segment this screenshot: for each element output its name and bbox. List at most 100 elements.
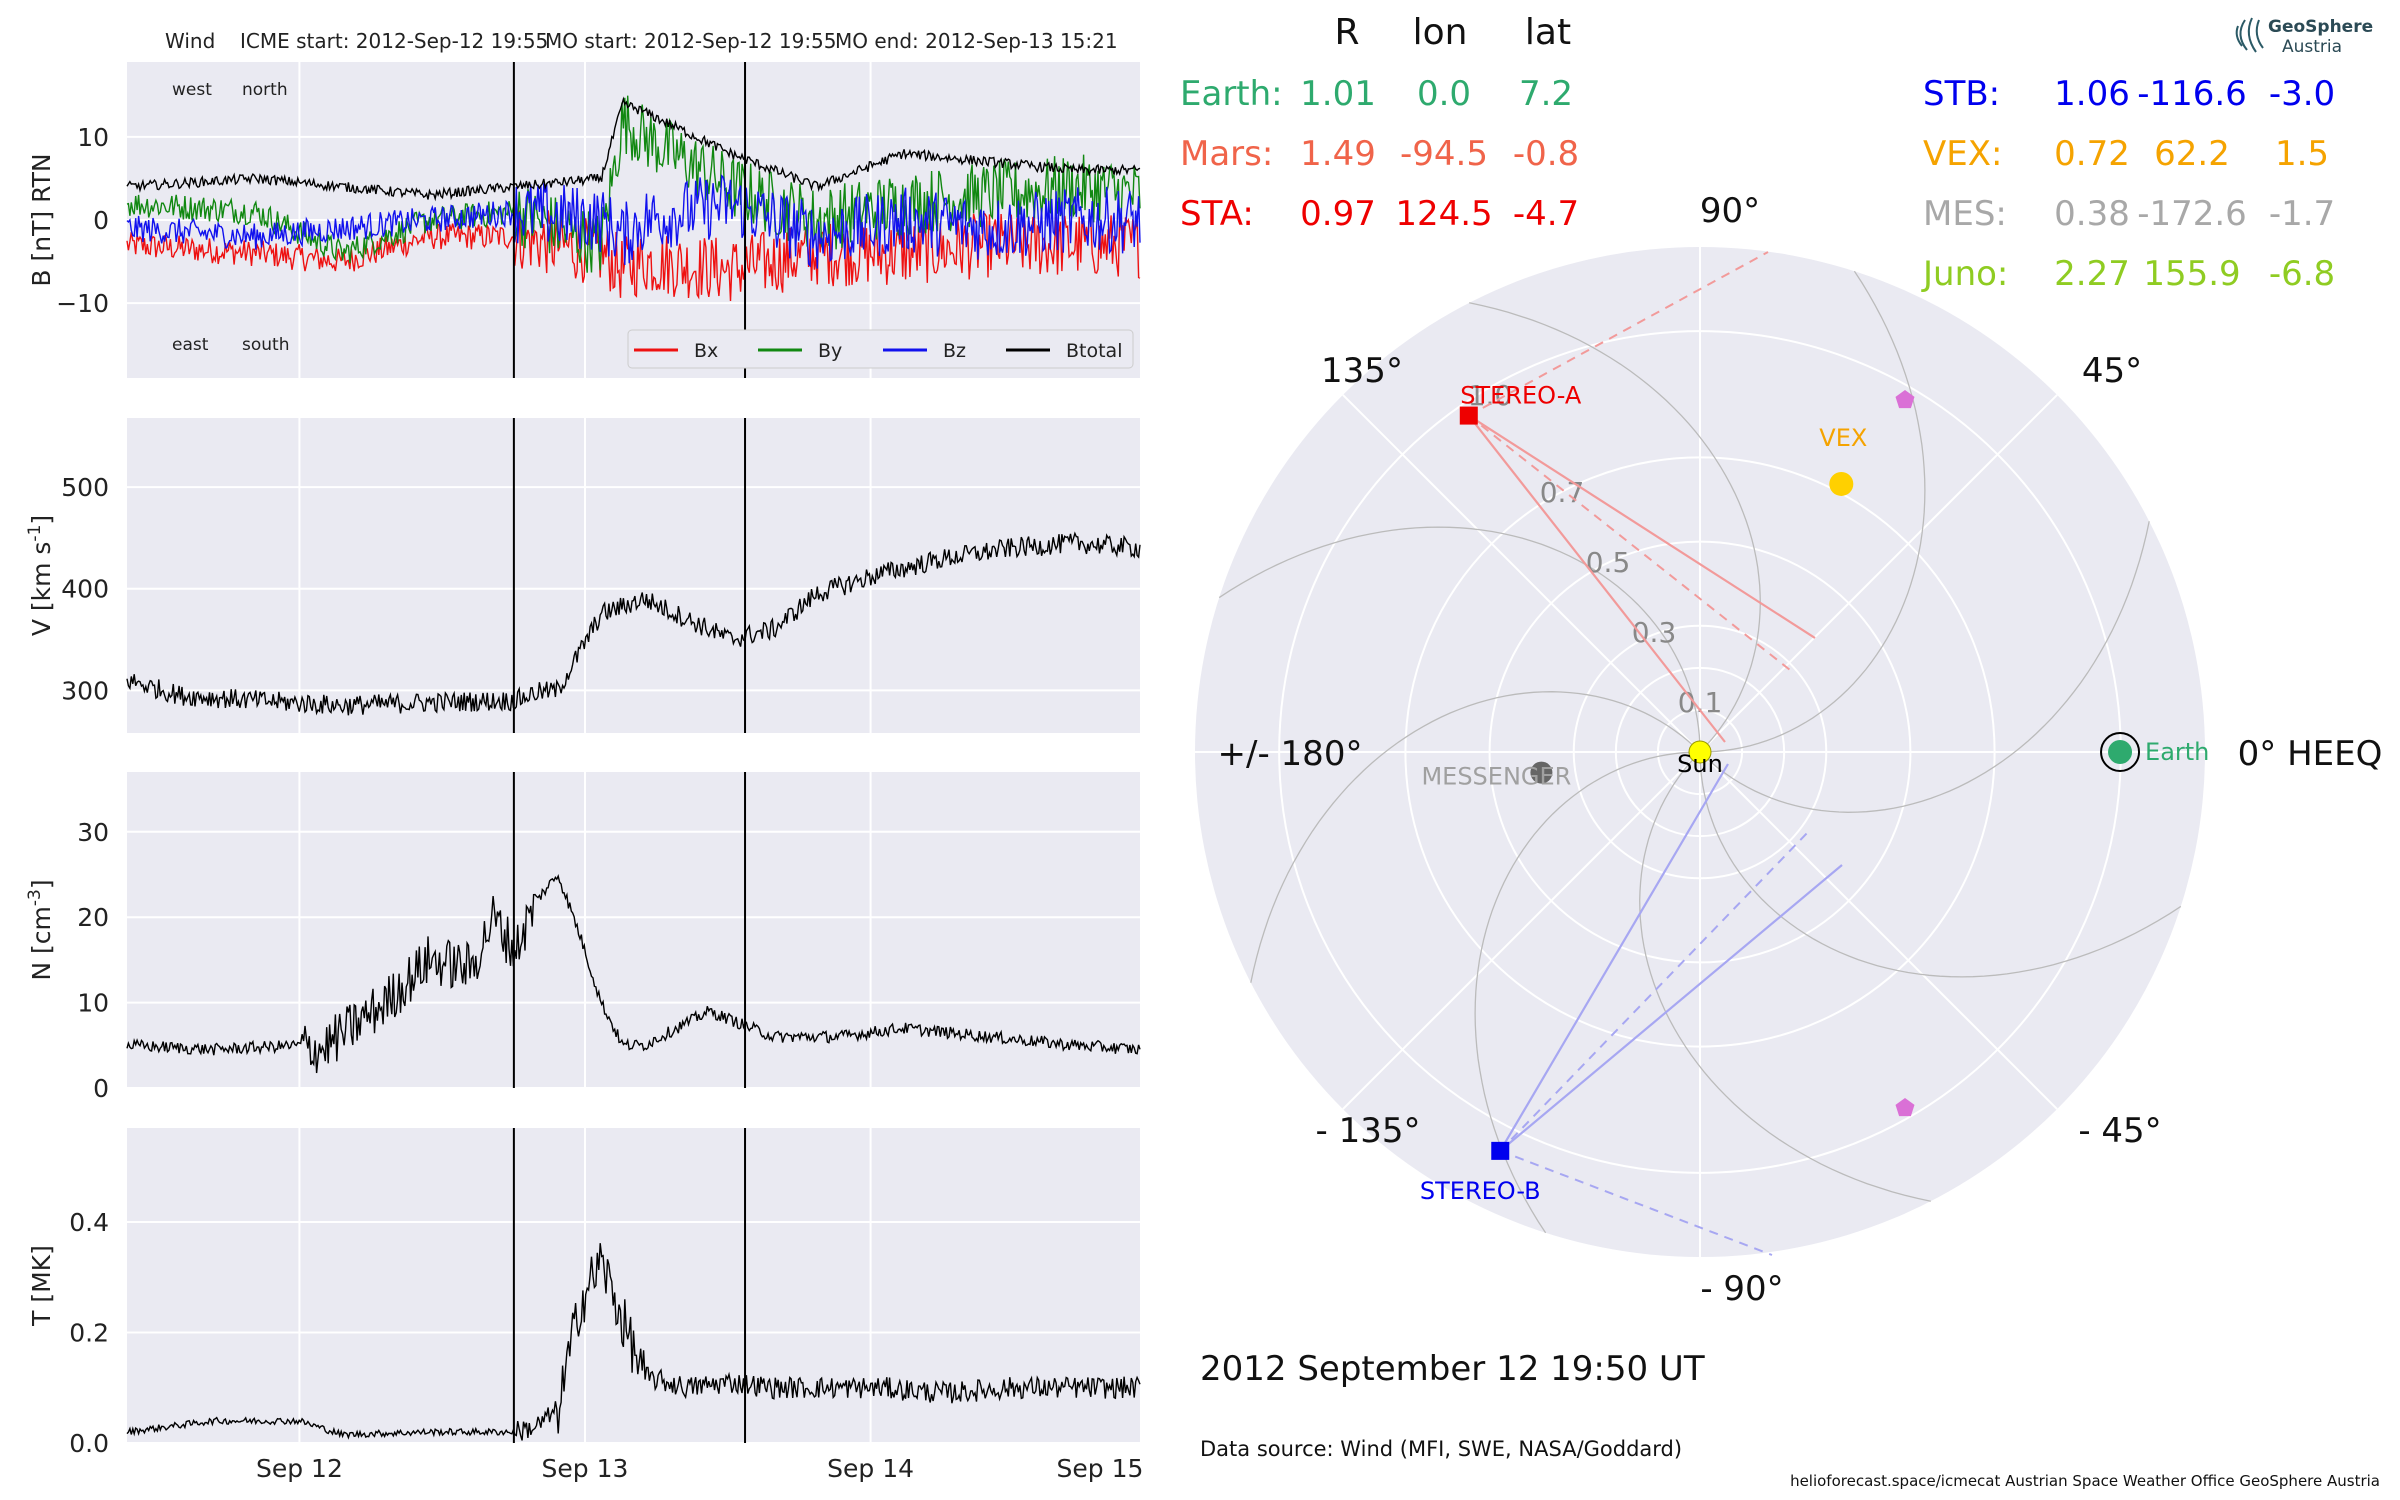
y-tick-label: 10	[77, 989, 109, 1018]
position-name: STB:	[1923, 74, 2000, 114]
angle-label: 0° HEEQ	[2238, 734, 2383, 774]
angle-label: - 135°	[1316, 1111, 1421, 1151]
earth-orbit-ring	[2100, 732, 2141, 772]
series-data	[126, 1243, 1141, 1441]
position-row-earth: Earth: 1.01 0.0 7.2	[1180, 74, 1573, 114]
stb-fov-dashed	[1499, 829, 1811, 1152]
pentagon-marker	[1895, 1098, 1915, 1117]
stb-sun-dashed	[1499, 1149, 1773, 1256]
y-tick-label: 30	[77, 818, 109, 847]
panel-background	[127, 1128, 1140, 1443]
footer-datetime: 2012 September 12 19:50 UT	[1200, 1349, 1705, 1389]
footer-data-source: Data source: Wind (MFI, SWE, NASA/Goddar…	[1200, 1437, 1682, 1461]
position-value: -4.7	[1513, 194, 1579, 234]
sta-sun-dashed	[1468, 251, 1769, 417]
series-by	[126, 95, 1141, 273]
position-name: Mars:	[1180, 134, 1273, 174]
parker-spiral	[1469, 302, 1761, 753]
annotation-west: west	[172, 80, 212, 100]
position-row-mars: Mars: 1.49 -94.5 -0.8	[1180, 134, 1579, 174]
y-tick-label: 400	[61, 575, 109, 604]
y-tick-label: 300	[61, 676, 109, 705]
position-row-sta: STA: 0.97 124.5 -4.7	[1180, 194, 1579, 234]
panel-magnetic-field: −10 0 10 B [nT] RTN west north east south Bx By Bz…	[27, 62, 1141, 378]
annotation-south: south	[242, 335, 289, 355]
position-value: 124.5	[1395, 194, 1492, 234]
panel-background	[127, 418, 1140, 733]
legend-label-btotal: Btotal	[1066, 340, 1122, 362]
logo-line1: GeoSphere	[2268, 17, 2373, 37]
parker-spiral	[1250, 691, 1701, 983]
legend-label-bx: Bx	[694, 340, 718, 362]
position-value: -3.0	[2269, 74, 2335, 114]
angle-label: 135°	[1321, 351, 1403, 391]
y-tick-label: 0.2	[69, 1318, 109, 1347]
pentagon-marker	[1895, 390, 1915, 409]
angular-grid-line	[1699, 751, 2058, 1110]
legend-box	[627, 329, 1134, 369]
position-row-mes: MES: 0.38 -172.6 -1.7	[1923, 194, 2335, 234]
position-name: Juno:	[1921, 254, 2008, 294]
position-value: -116.6	[2137, 74, 2247, 114]
header-instrument: Wind	[165, 29, 215, 53]
position-name: VEX:	[1923, 134, 2003, 174]
panel-temperature: 0.0 0.2 0.4 T [MK] Sep 12 Sep 13 Sep 14 Sep 15	[27, 1128, 1143, 1483]
legend-label-bz: Bz	[943, 340, 966, 362]
position-row-juno: Juno: 2.27 155.9 -6.8	[1921, 254, 2335, 294]
parker-spiral	[1474, 751, 1701, 1234]
messenger-label: MESSENGER	[1421, 763, 1571, 791]
y-tick-label: −10	[56, 289, 109, 318]
y-axis-label: V [km s-1]	[25, 515, 56, 636]
y-tick-label: 500	[61, 473, 109, 502]
radial-label: 0.7	[1540, 476, 1585, 509]
angle-label: - 45°	[2078, 1111, 2161, 1151]
position-value: -94.5	[1400, 134, 1488, 174]
time-series-panels: −10 0 10 B [nT] RTN west north east south Bx By Bz…	[25, 62, 1143, 1483]
angle-label: 90°	[1700, 191, 1760, 231]
angle-label: 45°	[2082, 351, 2142, 391]
position-header-lon: lon	[1413, 12, 1468, 53]
annotation-north: north	[242, 80, 288, 100]
position-value: 155.9	[2143, 254, 2240, 294]
position-value: 1.01	[1300, 74, 1376, 114]
position-value: 1.49	[1300, 134, 1376, 174]
position-value: 7.2	[1519, 74, 1573, 114]
y-axis-label: N [cm-3]	[25, 879, 56, 980]
stereo-a-label: STEREO-A	[1460, 382, 1582, 410]
header-mo-start: MO start: 2012-Sep-12 19:55	[545, 29, 837, 53]
x-tick-label: Sep 13	[542, 1454, 629, 1483]
position-value: 0.97	[1300, 194, 1376, 234]
series-data	[126, 873, 1141, 1074]
stb-fov-line	[1499, 763, 1729, 1152]
position-value: 62.2	[2154, 134, 2230, 174]
x-tick-label: Sep 14	[827, 1454, 914, 1483]
sta-fov-dashed	[1468, 414, 1791, 671]
angular-grid-line	[1699, 394, 2058, 753]
header-icme-start: ICME start: 2012-Sep-12 19:55	[240, 29, 548, 53]
parker-spiral	[1218, 526, 1701, 753]
series-btotal	[126, 96, 1141, 202]
angular-grid-line	[1342, 394, 1701, 753]
parker-spiral	[1699, 751, 2182, 978]
y-tick-label: 0.4	[69, 1208, 109, 1237]
y-tick-label: 20	[77, 903, 109, 932]
stereo-b-label: STEREO-B	[1420, 1177, 1541, 1205]
polar-orbit-plot: 0.10.30.50.71.090°45°0° HEEQ- 45°- 90°- …	[1195, 191, 2382, 1309]
position-value: 1.5	[2275, 134, 2329, 174]
legend: Bx By Bz Btotal	[627, 329, 1134, 369]
y-tick-label: 10	[77, 123, 109, 152]
stb-fov-line	[1499, 864, 1843, 1152]
series-bz	[126, 174, 1141, 269]
position-value: -6.8	[2269, 254, 2335, 294]
series-bx	[126, 210, 1141, 302]
earth-label: Earth	[2145, 738, 2209, 766]
y-tick-label: 0	[93, 1074, 109, 1103]
footer-credits: helioforecast.space/icmecat Austrian Spa…	[1790, 1472, 2380, 1490]
panel-density: 0 10 20 30 N [cm-3]	[25, 772, 1141, 1103]
stereo-b-marker	[1491, 1141, 1510, 1160]
y-tick-label: 0	[93, 206, 109, 235]
earth-marker	[2108, 740, 2133, 764]
position-value: -0.8	[1513, 134, 1579, 174]
